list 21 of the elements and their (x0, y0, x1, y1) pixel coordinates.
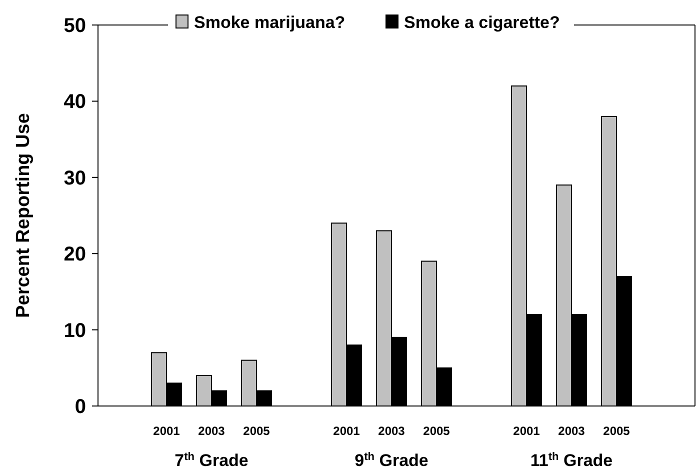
x-tick-label: 2003 (198, 424, 226, 438)
y-axis-title: Percent Reporting Use (13, 113, 34, 318)
x-tick-label: 2001 (153, 424, 180, 438)
text: 9$^{th}$ Grade (354, 451, 428, 470)
y-tick-label: 20 (64, 244, 86, 266)
text: 7$^{th}$ Grade (174, 451, 248, 470)
y-tick-label: 10 (64, 320, 86, 342)
y-tick-label: 30 (64, 167, 86, 190)
x-tick-label: 2003 (378, 424, 406, 438)
x-tick-label: 2005 (603, 424, 630, 438)
legend-label: Smoke marijuana? (194, 12, 346, 32)
x-tick-label: 2001 (333, 424, 360, 438)
y-tick-label: 0 (74, 396, 86, 418)
x-tick-label: 2005 (423, 424, 450, 438)
legend-label: Smoke a cigarette? (404, 12, 560, 32)
text: 11$^{th}$ Grade (530, 451, 613, 470)
y-tick-label: 50 (64, 15, 86, 37)
x-tick-label: 2003 (558, 424, 586, 438)
y-tick-label: 40 (64, 91, 86, 114)
x-tick-label: 2005 (243, 424, 270, 438)
x-tick-label: 2001 (513, 424, 540, 438)
